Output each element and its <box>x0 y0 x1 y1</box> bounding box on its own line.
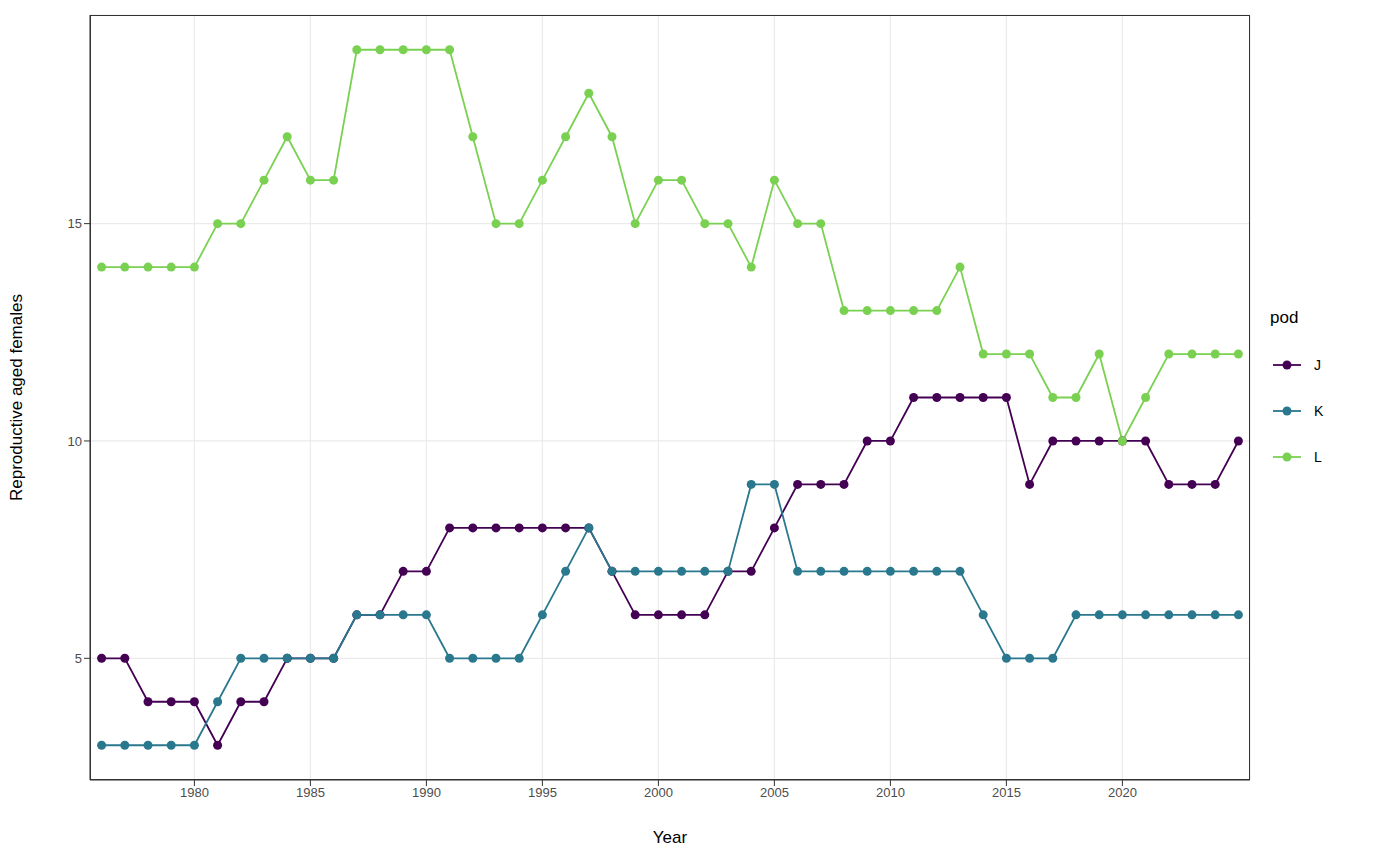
html-text:L: L <box>1314 449 1322 465</box>
svg-text:15: 15 <box>68 216 82 231</box>
svg-text:2000: 2000 <box>644 785 673 800</box>
svg-text:1990: 1990 <box>412 785 441 800</box>
svg-text:10: 10 <box>68 434 82 449</box>
svg-text:1985: 1985 <box>296 785 325 800</box>
svg-text:Year: Year <box>653 828 688 847</box>
svg-text:1980: 1980 <box>180 785 209 800</box>
html-text:K: K <box>1314 403 1324 419</box>
svg-text:2020: 2020 <box>1108 785 1137 800</box>
svg-text:2015: 2015 <box>992 785 1021 800</box>
svg-text:5: 5 <box>75 651 82 666</box>
svg-text:1995: 1995 <box>528 785 557 800</box>
html-text:pod: pod <box>1270 308 1299 327</box>
svg-text:2010: 2010 <box>876 785 905 800</box>
html-text:J: J <box>1314 357 1321 373</box>
svg-text:Reproductive aged females: Reproductive aged females <box>8 294 26 501</box>
svg-text:2005: 2005 <box>760 785 789 800</box>
